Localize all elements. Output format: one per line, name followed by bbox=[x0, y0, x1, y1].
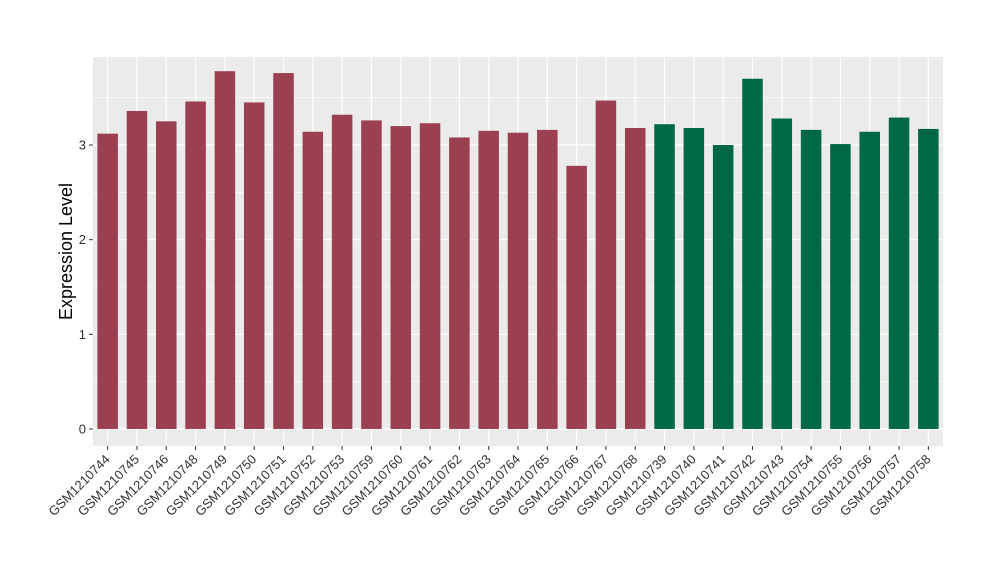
bar-GSM1210748 bbox=[185, 101, 206, 429]
bar-GSM1210743 bbox=[771, 118, 793, 429]
bars bbox=[97, 71, 939, 429]
bar-GSM1210759 bbox=[361, 120, 382, 429]
bar-GSM1210768 bbox=[624, 127, 646, 429]
bar-GSM1210757 bbox=[888, 117, 910, 429]
bar-GSM1210746 bbox=[156, 121, 177, 429]
bar-GSM1210760 bbox=[390, 126, 412, 429]
y-tick-label: 3 bbox=[79, 138, 86, 153]
bar-GSM1210751 bbox=[273, 73, 294, 429]
bar-GSM1210744 bbox=[97, 133, 118, 429]
bar-GSM1210765 bbox=[537, 129, 558, 429]
bar-GSM1210741 bbox=[712, 145, 734, 429]
bar-GSM1210764 bbox=[507, 132, 529, 429]
bar-GSM1210742 bbox=[742, 78, 763, 429]
bar-GSM1210753 bbox=[331, 114, 353, 429]
y-tick-label: 2 bbox=[79, 232, 86, 247]
bar-GSM1210752 bbox=[302, 131, 324, 429]
bar-GSM1210756 bbox=[859, 131, 880, 429]
bar-GSM1210763 bbox=[478, 130, 499, 429]
y-axis: 0 1 2 3 bbox=[79, 138, 93, 436]
y-tick-label: 0 bbox=[79, 421, 86, 436]
bar-GSM1210762 bbox=[449, 137, 470, 429]
bar-GSM1210750 bbox=[243, 102, 265, 429]
bar-GSM1210758 bbox=[918, 128, 939, 429]
bar-GSM1210767 bbox=[595, 100, 617, 429]
bar-GSM1210755 bbox=[830, 144, 851, 429]
x-axis: GSM1210744GSM1210745GSM1210746GSM1210748… bbox=[45, 446, 933, 519]
bar-GSM1210740 bbox=[683, 127, 705, 429]
y-axis-title: Expression Level bbox=[56, 183, 76, 320]
y-tick-label: 1 bbox=[79, 327, 86, 342]
bar-GSM1210749 bbox=[214, 71, 236, 429]
bar-GSM1210761 bbox=[419, 123, 441, 429]
bar-GSM1210766 bbox=[566, 165, 587, 429]
bar-GSM1210739 bbox=[654, 124, 675, 429]
bar-GSM1210745 bbox=[126, 110, 148, 429]
bar-GSM1210754 bbox=[800, 129, 822, 429]
